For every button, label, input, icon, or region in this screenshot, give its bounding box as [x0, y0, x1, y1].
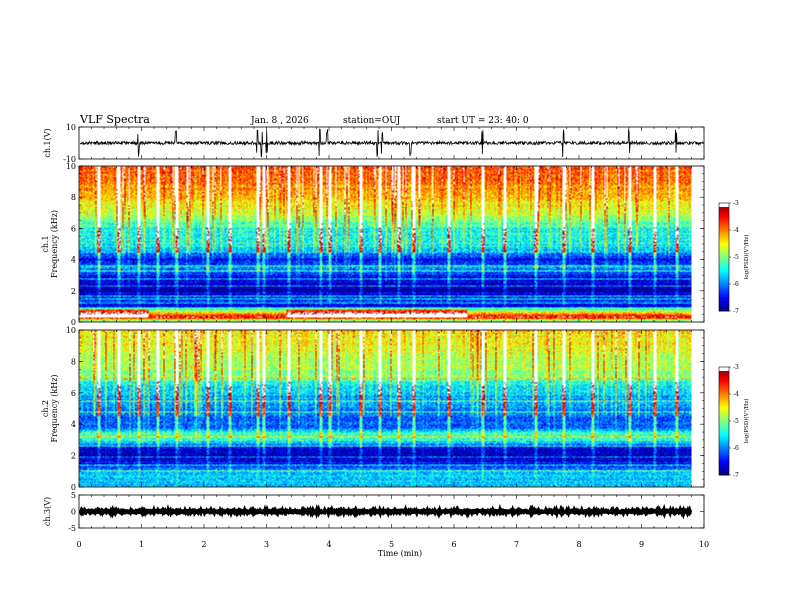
ch2-colorbar-tick-label: -5 [733, 418, 739, 425]
ch3-waveform-ylabel: ch.3(V) [43, 497, 52, 526]
x-tick-label: 9 [639, 540, 644, 549]
ch1-spectrogram-ytick-label: 2 [71, 287, 76, 296]
x-tick-label: 2 [201, 540, 206, 549]
date-label: Jan. 8 , 2026 [250, 116, 309, 126]
ch3-waveform-panel: 5 0 -5 ch.3(V) [43, 491, 705, 533]
ch1-spectrogram-ylabel: ch.1 [41, 235, 50, 252]
x-tick-label: 8 [576, 540, 581, 549]
ch1-colorbar-tick-label: -6 [733, 281, 739, 288]
ch3-waveform-ytick-label: 0 [71, 508, 76, 517]
station-label: station=OUJ [343, 116, 401, 126]
ch1-spectrogram-ytick-label: 10 [66, 162, 76, 171]
ch3-waveform-ytick-label: -5 [68, 524, 76, 533]
x-tick-label: 1 [139, 540, 144, 549]
ch2-spectrogram-ylabel: Frequency (kHz) [50, 374, 59, 442]
x-tick-label: 5 [389, 540, 394, 549]
ch2-colorbar-tick-label: -6 [733, 445, 739, 452]
ch2-colorbar-label: log(PSD)(V²/Hz) [743, 399, 750, 444]
ch2-spectrogram-ytick-label: 10 [66, 326, 76, 335]
x-tick-label: 3 [264, 540, 269, 549]
ch2-spectrogram-ylabel: ch.2 [41, 400, 50, 417]
ch2-spectrogram-ytick-label: 4 [71, 420, 76, 429]
ch2-spectrogram-heatmap [79, 330, 692, 487]
x-tick-label: 7 [514, 540, 519, 549]
x-tick-label: 6 [451, 540, 456, 549]
ch1-colorbar-tick-label: -3 [733, 200, 739, 207]
x-axis: 0 1 2 3 4 5 6 7 8 9 10 [76, 540, 709, 549]
ch1-waveform-panel: 10 -10 ch.1(V) [43, 123, 705, 164]
ch1-spectrogram-ytick-label: 6 [71, 224, 76, 233]
ch1-spectrogram-ytick-label: 4 [71, 256, 76, 265]
x-tick-label: 0 [76, 540, 81, 549]
ch2-colorbar-tick-label: -3 [733, 364, 739, 371]
ch2-colorbar: -3 -4 -5 -6 -7 log(PSD)(V²/Hz) [718, 364, 750, 479]
ch2-spectrogram-panel: 0 2 4 6 8 10 ch.2 Frequency (kHz) [41, 326, 705, 492]
ch2-colorbar-tick-label: -7 [733, 472, 739, 479]
ch1-spectrogram-ytick-label: 8 [71, 193, 76, 202]
x-tick-label: 10 [699, 540, 709, 549]
start-time-label: start UT = 23: 40: 0 [437, 116, 529, 126]
ch1-waveform-ytick-label: 10 [66, 123, 76, 132]
ch1-waveform-ytick-label: -10 [63, 155, 76, 164]
ch3-waveform-ytick-label: 5 [71, 491, 76, 500]
ch2-spectrogram-ytick-label: 8 [71, 357, 76, 366]
ch1-spectrogram-heatmap [79, 166, 692, 322]
ch2-colorbar-tick-label: -4 [733, 391, 739, 398]
ch1-colorbar: -3 -4 -5 -6 -7 log(PSD)(V²/Hz) [718, 200, 750, 315]
ch1-colorbar-label: log(PSD)(V²/Hz) [743, 235, 750, 280]
ch1-spectrogram-panel: 0 2 4 6 8 10 ch.1 Frequency (kHz) [41, 162, 705, 327]
x-axis-label: Time (min) [378, 549, 422, 558]
ch1-spectrogram-ytick-label: 0 [71, 318, 76, 327]
ch2-spectrogram-ytick-label: 6 [71, 389, 76, 398]
ch3-waveform-trace [78, 503, 693, 520]
x-tick-label: 4 [326, 540, 331, 549]
ch1-waveform-trace [79, 128, 705, 158]
ch1-colorbar-tick-label: -4 [733, 227, 739, 234]
ch1-waveform-ylabel: ch.1(V) [43, 128, 52, 157]
ch2-spectrogram-ytick-label: 2 [71, 452, 76, 461]
ch1-colorbar-tick-label: -7 [733, 308, 739, 315]
ch1-colorbar-tick-label: -5 [733, 254, 739, 261]
chart-title: VLF Spectra [79, 113, 150, 126]
ch2-spectrogram-ytick-label: 0 [71, 483, 76, 492]
ch1-spectrogram-ylabel: Frequency (kHz) [50, 210, 59, 278]
